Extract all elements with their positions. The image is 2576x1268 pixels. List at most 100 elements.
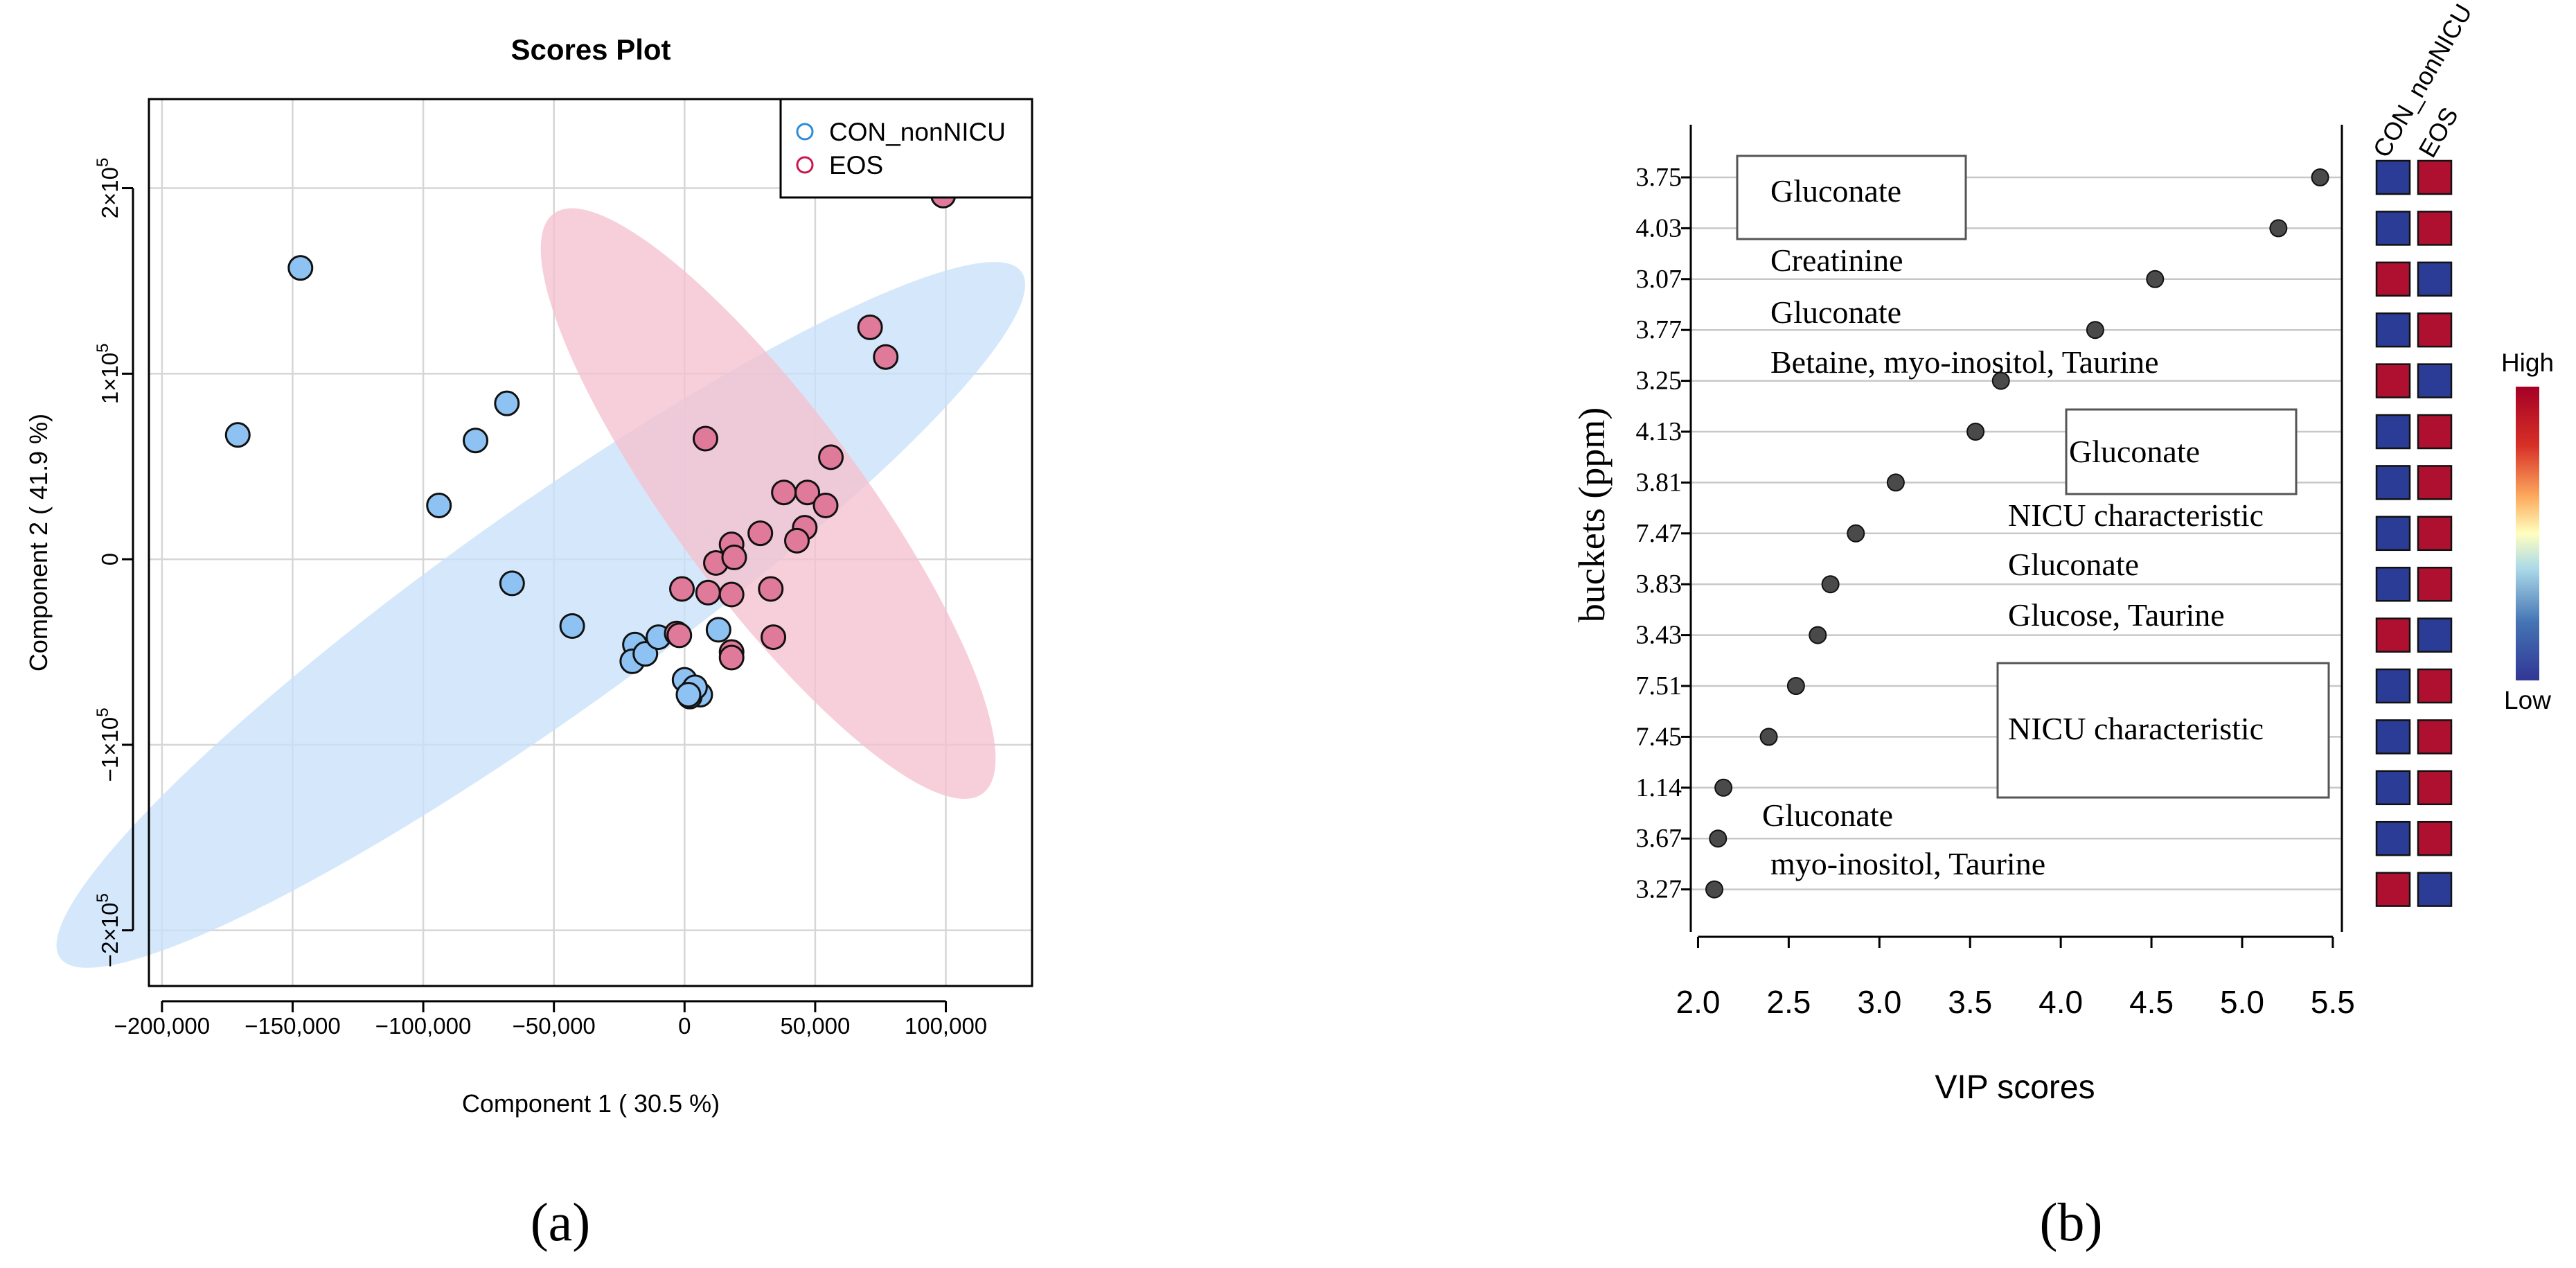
heatmap-cell-eos (2417, 312, 2453, 348)
heatmap-cell-con (2375, 617, 2411, 653)
y-tick-label: −2×105 (94, 893, 123, 967)
vip-point (1714, 778, 1733, 797)
vip-x-axis-label: VIP scores (1935, 1069, 2095, 1106)
vip-y-tick-label: 3.83 (1636, 570, 1682, 599)
heatmap-cell-con (2375, 261, 2411, 297)
vip-y-tick-label: 7.47 (1636, 519, 1682, 548)
vip-y-tick-label: 3.07 (1636, 265, 1682, 294)
x-tick-label: −150,000 (245, 1013, 341, 1039)
y-tick-label: 0 (97, 553, 123, 565)
annotation-box (2065, 408, 2298, 495)
scores-plot-panel: Scores Plot −200,000 −150,000 −100,000 −50,… (24, 33, 1033, 1252)
annotation-label: Gluconate (2069, 434, 2200, 469)
vip-point (2311, 168, 2329, 186)
vip-x-tick-label: 5.5 (2311, 984, 2355, 1020)
y-tick-label-base: −1×10 (97, 717, 123, 782)
heatmap-cell-con (2375, 719, 2411, 755)
point-con (224, 422, 251, 448)
heatmap-cell-con (2375, 159, 2411, 195)
point-eos (718, 581, 745, 608)
vip-point (1821, 575, 1840, 594)
confidence-ellipses (56, 208, 1026, 968)
x-tick-label: −200,000 (114, 1013, 211, 1039)
vip-y-tick-label: 3.27 (1636, 875, 1682, 904)
color-scale-low-label: Low (2504, 686, 2551, 714)
vip-heatmap (2375, 159, 2453, 907)
vip-x-tick-label: 2.0 (1676, 984, 1720, 1020)
point-eos (721, 544, 747, 570)
y-tick-label-exponent: 5 (94, 893, 112, 902)
heatmap-cell-eos (2417, 668, 2453, 704)
annotation-label: Gluconate (2008, 547, 2139, 582)
x-tick-label: −50,000 (513, 1013, 596, 1039)
annotation-label: myo-inositol, Taurine (1770, 846, 2045, 881)
vip-y-tick-label: 7.45 (1636, 722, 1682, 751)
scores-plot-frame (148, 98, 1033, 987)
heatmap-cell-con (2375, 770, 2411, 806)
ellipse-eos (540, 208, 996, 799)
vip-point (1966, 423, 1985, 441)
vip-point (1991, 371, 2010, 390)
point-eos (761, 624, 787, 651)
vip-y-tick-label: 3.43 (1636, 621, 1682, 650)
x-tick-label: −100,000 (375, 1013, 472, 1039)
vip-y-tick-label: 4.03 (1636, 213, 1682, 243)
legend-eos-label: EOS (829, 151, 883, 179)
color-scale-bar (2516, 387, 2539, 680)
point-eos (758, 576, 784, 602)
legend-eos-marker (796, 156, 814, 174)
point-con (426, 492, 452, 518)
legend-con-label: CON_nonNICU (829, 118, 1006, 146)
vip-point (1847, 524, 1865, 543)
heatmap-cell-con (2375, 668, 2411, 704)
point-eos (812, 492, 839, 518)
vip-x-axis: 2.0 2.5 3.0 3.5 4.0 4.5 5.0 5.5 (1676, 935, 2355, 1020)
vip-x-tick-label: 2.5 (1766, 984, 1811, 1020)
point-con (632, 641, 659, 667)
vip-x-tick-label: 5.0 (2220, 984, 2264, 1020)
point-eos (747, 520, 774, 547)
annotation-box (1996, 662, 2330, 799)
annotation-label: Creatinine (1770, 243, 1903, 278)
y-tick-label-base: 2×10 (97, 167, 123, 218)
vip-plot-panel: Gluconate Creatinine Gluconate Betaine, myo… (1571, 0, 2554, 1252)
vip-x-tick-label: 4.0 (2038, 984, 2083, 1020)
vip-point (1705, 880, 1724, 899)
vip-y-tick-label: 3.75 (1636, 163, 1682, 192)
point-con (287, 255, 314, 281)
point-con (494, 390, 520, 416)
heatmap-cell-eos (2417, 820, 2453, 856)
vip-y-tick-label: 3.81 (1636, 468, 1682, 497)
vip-point (1809, 626, 1827, 644)
vip-y-tick-label: 1.14 (1636, 773, 1682, 802)
annotation-label: Gluconate (1770, 173, 1901, 209)
x-tick-label: 0 (678, 1013, 691, 1039)
heatmap-cell-con (2375, 872, 2411, 907)
x-tick-label: 50,000 (780, 1013, 850, 1039)
point-eos (666, 622, 693, 649)
y-tick-label: 2×105 (94, 158, 123, 219)
y-tick-label-base: −2×10 (97, 903, 123, 968)
vip-y-tick-label: 3.77 (1636, 315, 1682, 344)
vip-point (2269, 219, 2288, 238)
point-eos (695, 579, 721, 606)
y-tick-label: −1×105 (94, 707, 123, 782)
annotation-label: Glucose, Taurine (2008, 597, 2225, 633)
point-con (675, 682, 702, 708)
point-eos (771, 479, 797, 506)
point-eos (818, 444, 844, 470)
point-eos (718, 644, 745, 671)
scores-x-axis-label: Component 1 ( 30.5 %) (462, 1089, 720, 1118)
heatmap-cell-eos (2417, 261, 2453, 297)
heatmap-cell-con (2375, 211, 2411, 246)
point-eos (692, 425, 718, 452)
point-eos (794, 479, 821, 506)
vip-y-axis-label: buckets (ppm) (1571, 407, 1613, 622)
heatmap-cell-con (2375, 820, 2411, 856)
point-con (499, 570, 525, 597)
vip-y-tick-label: 7.51 (1636, 671, 1682, 701)
x-tick-label: 100,000 (905, 1013, 987, 1039)
panel-label-b: (b) (2040, 1192, 2103, 1252)
vip-point (1786, 677, 1805, 695)
annotation-label: Gluconate (1770, 294, 1901, 330)
